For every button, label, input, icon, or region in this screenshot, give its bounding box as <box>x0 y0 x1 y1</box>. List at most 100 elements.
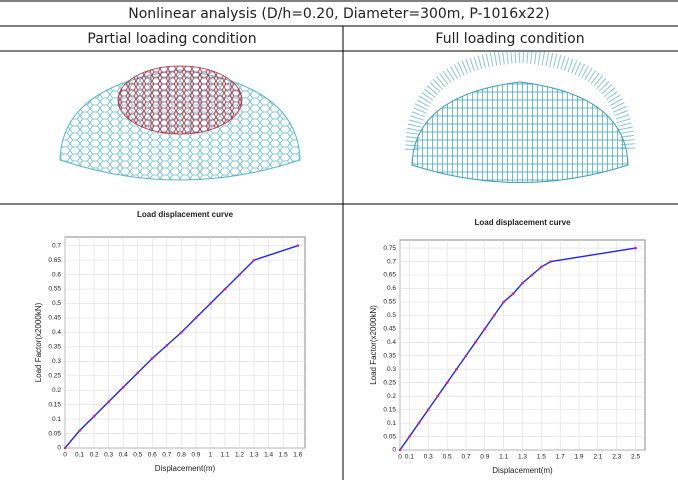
data-point <box>253 259 256 262</box>
table-title: Nonlinear analysis (D/h=0.20, Diameter=3… <box>128 6 549 22</box>
y-tick-label: 0.3 <box>52 358 61 365</box>
data-point <box>512 293 515 296</box>
data-point <box>540 266 543 269</box>
y-tick-label: 0.05 <box>383 433 396 440</box>
y-tick-label: 0.75 <box>383 245 396 252</box>
y-tick-label: 0.05 <box>48 430 61 437</box>
y-tick-label: 0.7 <box>387 258 396 265</box>
plot-area <box>65 237 305 448</box>
x-tick-label: 1.2 <box>235 452 244 459</box>
y-tick-label: 0 <box>392 447 396 454</box>
data-point <box>408 435 411 438</box>
y-tick-label: 0.2 <box>387 393 396 400</box>
x-tick-label: 1.7 <box>556 454 565 461</box>
x-tick-label: 0.5 <box>133 452 142 459</box>
data-point <box>166 344 169 347</box>
data-point <box>446 381 449 384</box>
y-tick-label: 0.25 <box>48 372 61 379</box>
data-point <box>399 449 402 452</box>
y-tick-label: 0.6 <box>387 285 396 292</box>
column-header: Partial loading condition <box>87 31 256 47</box>
x-tick-label: 0.3 <box>424 454 433 461</box>
y-tick-label: 0.4 <box>52 329 61 336</box>
data-point <box>465 354 468 357</box>
data-point <box>107 400 110 403</box>
y-tick-label: 0.7 <box>52 242 61 249</box>
data-point <box>418 422 421 425</box>
data-point <box>195 317 198 320</box>
y-tick-label: 0.1 <box>52 416 61 423</box>
data-point <box>209 302 212 305</box>
y-tick-label: 0.55 <box>48 286 61 293</box>
chart-title: Load displacement curve <box>474 218 571 227</box>
x-tick-label: 0.6 <box>148 452 157 459</box>
y-tick-label: 0.2 <box>52 387 61 394</box>
data-point <box>531 274 534 277</box>
data-point <box>493 314 496 317</box>
data-point <box>484 328 487 331</box>
data-point <box>122 386 125 389</box>
x-tick-label: 1.5 <box>279 452 288 459</box>
data-point <box>180 331 183 334</box>
column-header: Full loading condition <box>435 31 584 47</box>
y-tick-label: 0.5 <box>52 300 61 307</box>
y-tick-label: 0.6 <box>52 271 61 278</box>
data-point <box>634 247 637 250</box>
x-tick-label: 0.7 <box>162 452 171 459</box>
y-tick-label: 0.55 <box>383 299 396 306</box>
x-tick-label: 0.4 <box>119 452 128 459</box>
y-tick-label: 0.15 <box>383 406 396 413</box>
x-tick-label: 0 <box>398 454 402 461</box>
data-point <box>502 301 505 304</box>
data-point <box>521 282 524 285</box>
data-point <box>474 341 477 344</box>
data-point <box>224 288 227 291</box>
x-tick-label: 0.9 <box>191 452 200 459</box>
data-point <box>64 447 67 450</box>
y-tick-label: 0.65 <box>383 272 396 279</box>
y-tick-label: 0.3 <box>387 366 396 373</box>
x-tick-label: 1.3 <box>518 454 527 461</box>
y-tick-label: 0.5 <box>387 312 396 319</box>
data-point <box>93 415 96 418</box>
x-tick-label: 1.6 <box>293 452 302 459</box>
x-tick-label: 2.3 <box>612 454 621 461</box>
x-tick-label: 0.1 <box>405 454 414 461</box>
x-tick-label: 0 <box>63 452 67 459</box>
y-tick-label: 0.45 <box>48 315 61 322</box>
x-tick-label: 0.3 <box>104 452 113 459</box>
x-tick-label: 1.1 <box>499 454 508 461</box>
data-point <box>136 372 139 375</box>
x-axis-label: Displacement(m) <box>492 466 553 475</box>
x-tick-label: 1.3 <box>250 452 259 459</box>
data-point <box>238 273 241 276</box>
x-tick-label: 1.5 <box>537 454 546 461</box>
y-tick-label: 0.65 <box>48 257 61 264</box>
y-tick-label: 0.15 <box>48 401 61 408</box>
x-tick-label: 0.7 <box>461 454 470 461</box>
x-tick-label: 0.2 <box>90 452 99 459</box>
data-point <box>549 260 552 263</box>
y-tick-label: 0.35 <box>383 352 396 359</box>
x-tick-label: 1.9 <box>575 454 584 461</box>
x-tick-label: 1.4 <box>264 452 273 459</box>
x-tick-label: 0.5 <box>443 454 452 461</box>
y-axis-label: Load Factor(x2000kN) <box>34 302 43 382</box>
data-point <box>455 368 458 371</box>
x-tick-label: 2.1 <box>593 454 602 461</box>
x-tick-label: 0.1 <box>75 452 84 459</box>
loaded-region <box>118 66 242 134</box>
x-tick-label: 1.1 <box>220 452 229 459</box>
data-point <box>436 395 439 398</box>
y-tick-label: 0.45 <box>383 326 396 333</box>
x-tick-label: 1 <box>209 452 213 459</box>
data-point <box>151 357 154 360</box>
y-tick-label: 0 <box>57 445 61 452</box>
y-axis-label: Load Factor(x2000kN) <box>369 305 378 385</box>
x-axis-label: Displacement(m) <box>155 464 216 473</box>
data-point <box>427 408 430 411</box>
figure: Nonlinear analysis (D/h=0.20, Diameter=3… <box>0 0 678 480</box>
y-tick-label: 0.1 <box>387 420 396 427</box>
x-tick-label: 0.9 <box>480 454 489 461</box>
y-tick-label: 0.4 <box>387 339 396 346</box>
